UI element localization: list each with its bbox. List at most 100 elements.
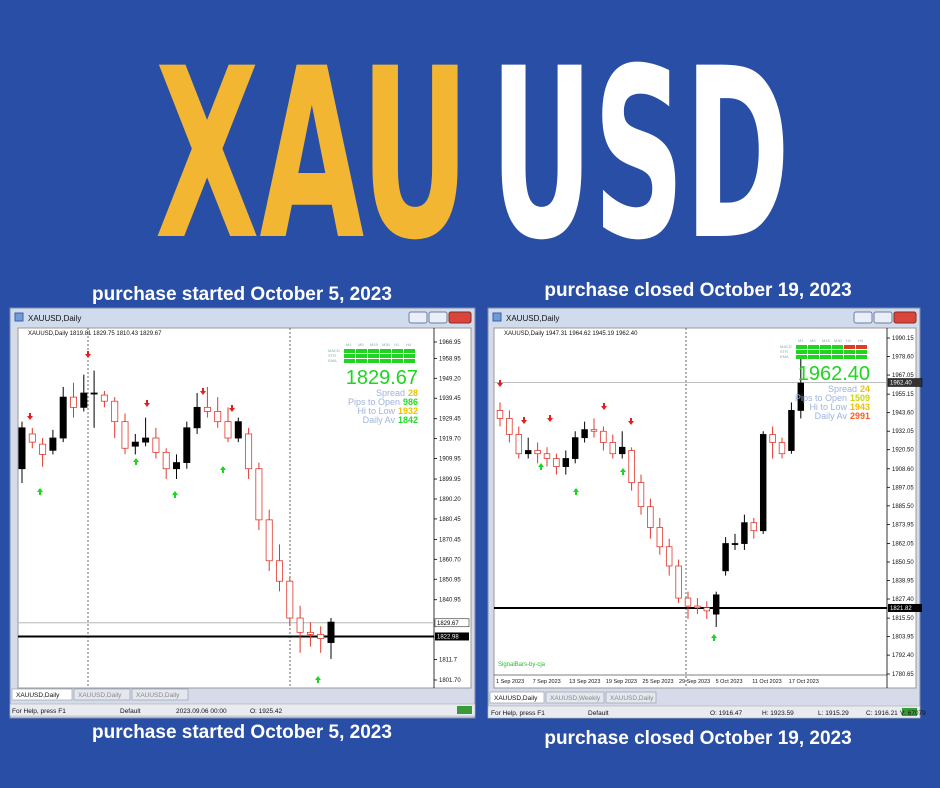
chart-tab[interactable] bbox=[131, 688, 189, 701]
ohlc-header: XAUUSD,Daily 1819.81 1829.75 1810.43 182… bbox=[28, 331, 162, 337]
candle-body bbox=[193, 406, 201, 429]
info-label: Pips to Open bbox=[795, 393, 847, 403]
x-tick-label: 19 Sep 2023 bbox=[606, 679, 637, 685]
footer-note: SignalBars-by-cja bbox=[498, 662, 546, 668]
y-tick-label: 1958.95 bbox=[439, 356, 461, 362]
info-row: Pips to Open 1509 bbox=[795, 393, 870, 403]
status-item: L: 1915.29 bbox=[818, 710, 849, 717]
y-tick-label: 1862.05 bbox=[892, 541, 914, 547]
candle-body bbox=[80, 392, 88, 408]
candle-body bbox=[255, 468, 263, 521]
info-row: Spread 24 bbox=[828, 384, 870, 394]
indicator-label: EMA bbox=[328, 358, 337, 363]
candle-body bbox=[276, 560, 283, 582]
close-button bbox=[448, 311, 472, 324]
buy-arrow bbox=[220, 466, 226, 473]
y-tick-label: 1860.70 bbox=[439, 557, 461, 563]
y-tick-label: 1827.40 bbox=[892, 597, 914, 603]
timeframe-label: M15 bbox=[370, 342, 379, 347]
indicator-cell bbox=[808, 355, 819, 359]
chart-tab[interactable] bbox=[545, 691, 605, 704]
y-tick-label: 1920.50 bbox=[892, 448, 914, 454]
candle-body bbox=[59, 396, 67, 439]
buy-arrow bbox=[315, 676, 321, 683]
y-tick-label: 1978.60 bbox=[892, 355, 914, 361]
info-value: 1842 bbox=[398, 415, 418, 425]
indicator-cell bbox=[844, 350, 855, 354]
current-price: 1829.67 bbox=[346, 367, 418, 389]
y-tick-label: 1792.40 bbox=[892, 653, 914, 659]
indicator-cell bbox=[356, 359, 367, 363]
chart-tab[interactable] bbox=[73, 688, 131, 701]
candle-body bbox=[100, 394, 108, 402]
minimize-button bbox=[408, 311, 428, 324]
indicator-cell bbox=[856, 345, 867, 349]
sell-arrow bbox=[229, 405, 235, 412]
indicator-cell bbox=[832, 355, 843, 359]
indicator-label: MACD bbox=[780, 344, 792, 349]
candle-body bbox=[778, 442, 786, 455]
indicator-cell bbox=[796, 345, 807, 349]
candle-body bbox=[28, 433, 36, 443]
y-tick-label: 1880.45 bbox=[439, 517, 461, 523]
status-item: V: 67079 bbox=[900, 710, 926, 717]
candle-body bbox=[70, 396, 77, 408]
candle-body bbox=[296, 617, 304, 633]
info-label: Daily Av bbox=[363, 415, 396, 425]
info-value: 28 bbox=[408, 388, 418, 398]
chart-tab[interactable] bbox=[605, 691, 657, 704]
info-row: Hi to Low 1943 bbox=[809, 402, 870, 412]
current-price: 1962.40 bbox=[798, 363, 870, 385]
candle-body bbox=[142, 437, 150, 443]
indicator-cell bbox=[820, 355, 831, 359]
indicator-cell bbox=[844, 345, 855, 349]
indicator-cell bbox=[392, 354, 403, 358]
bid-label: 1962.40 bbox=[890, 381, 912, 387]
status-item: C: 1916.21 bbox=[866, 710, 898, 717]
candle-body bbox=[797, 382, 805, 411]
sell-arrow bbox=[200, 388, 206, 395]
candle-body bbox=[722, 543, 729, 572]
chart-tab-label: XAUUSD,Daily bbox=[610, 695, 654, 702]
y-tick-label: 1966.95 bbox=[439, 340, 461, 346]
indicator-cell bbox=[380, 359, 391, 363]
indicator-label: STR bbox=[780, 349, 788, 354]
candle-body bbox=[111, 400, 119, 423]
indicator-cell bbox=[404, 349, 415, 353]
timeframe-label: H4 bbox=[858, 338, 864, 343]
candle-body bbox=[306, 631, 314, 635]
x-tick-label: 11 Oct 2023 bbox=[752, 679, 782, 685]
caption-top: purchase started October 5, 2023 bbox=[92, 284, 392, 305]
candle-body bbox=[90, 392, 98, 395]
candle-body bbox=[656, 527, 664, 548]
indicator-label: STR bbox=[328, 353, 336, 358]
y-tick-label: 1840.95 bbox=[439, 598, 461, 604]
sell-arrow bbox=[497, 380, 503, 387]
sell-arrow bbox=[85, 351, 91, 358]
timeframe-label: M30 bbox=[834, 338, 843, 343]
level-label-box bbox=[888, 603, 922, 612]
y-tick-label: 1897.05 bbox=[892, 485, 914, 491]
info-label: Daily Av bbox=[815, 411, 848, 421]
maximize-button bbox=[428, 311, 448, 324]
indicator-cell bbox=[796, 350, 807, 354]
candle-body bbox=[121, 421, 129, 449]
candle-body bbox=[571, 437, 579, 459]
window-icon bbox=[14, 312, 24, 322]
info-label: Pips to Open bbox=[348, 397, 400, 407]
indicator-cell bbox=[832, 350, 843, 354]
title-bar bbox=[11, 309, 474, 326]
candle-body bbox=[327, 621, 335, 643]
chart-tab-label: XAUUSD,Daily bbox=[136, 692, 180, 699]
candle-body bbox=[131, 441, 139, 447]
chart-area bbox=[493, 327, 917, 689]
indicator-label: MACD bbox=[328, 348, 340, 353]
chart-tab-label: XAUUSD,Daily bbox=[16, 692, 60, 699]
candle-body bbox=[647, 506, 654, 528]
chart-tab[interactable] bbox=[489, 691, 545, 704]
chart-tab[interactable] bbox=[11, 688, 73, 701]
y-tick-label: 1932.05 bbox=[892, 429, 914, 435]
indicator-cell bbox=[344, 359, 355, 363]
chart-window: XAUUSD,Daily XAUUSD,Daily 1819.81 1829.75… bbox=[9, 307, 476, 719]
